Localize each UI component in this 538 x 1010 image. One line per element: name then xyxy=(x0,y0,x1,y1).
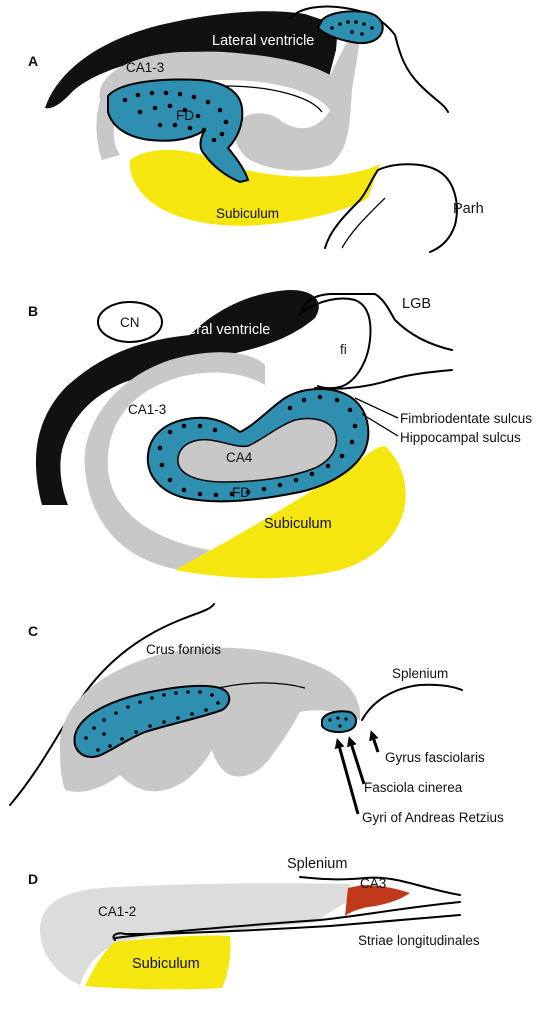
d-top-outline xyxy=(299,876,461,896)
b-label-fi: fi xyxy=(340,342,347,357)
b-label-fd: FD xyxy=(232,485,250,500)
c-blue-fasciola-dots xyxy=(328,716,348,728)
c-label-gyrus-fasciolaris: Gyrus fasciolaris xyxy=(385,750,485,765)
a-label-subiculum: Subiculum xyxy=(216,206,279,221)
b-ca4-hilus xyxy=(177,417,338,483)
d-label-splenium: Splenium xyxy=(287,856,347,872)
a-lateral-ventricle-shape xyxy=(45,11,338,109)
d-ca3-shape xyxy=(345,885,410,916)
d-label-striae-longitudinales: Striae longitudinales xyxy=(358,933,480,948)
b-ca-band xyxy=(84,352,265,570)
b-lateral-ventricle-shape xyxy=(35,290,319,505)
panel-b-letter: B xyxy=(28,303,38,319)
b-label-ca4: CA4 xyxy=(226,450,253,465)
panel-d: D Splenium CA3 CA1-2 Striae longitudinal… xyxy=(28,856,480,990)
b-lgb-outline xyxy=(299,293,453,351)
c-blue-dentate xyxy=(73,684,231,758)
b-label-cn: CN xyxy=(120,315,140,330)
a-parh-inner xyxy=(341,197,386,249)
panel-d-letter: D xyxy=(28,871,38,887)
b-fd-dots xyxy=(157,394,358,498)
a-blue-cap-dots xyxy=(330,20,374,36)
c-outer-outline xyxy=(9,603,215,806)
panel-a-letter: A xyxy=(28,53,38,69)
panel-a: A xyxy=(28,5,484,253)
d-label-subiculum: Subiculum xyxy=(132,956,200,972)
a-label-ca1-3: CA1-3 xyxy=(126,60,164,75)
b-hippocampal-leader xyxy=(361,413,399,437)
b-cn-oval xyxy=(97,301,163,343)
a-parh-outline xyxy=(324,163,458,253)
d-label-ca3: CA3 xyxy=(360,876,386,891)
a-blue-cap xyxy=(316,10,384,45)
d-subiculum-shape xyxy=(85,935,231,990)
d-label-ca1-2: CA1-2 xyxy=(98,904,136,919)
c-blue-dentate-dots xyxy=(84,690,220,752)
d-lower-line xyxy=(112,914,461,941)
c-label-fasciola-cinerea: Fasciola cinerea xyxy=(364,780,463,795)
c-label-crus-fornicis: Crus fornicis xyxy=(146,642,221,657)
c-splenium-outline xyxy=(361,683,463,721)
b-label-hippocampal-sulcus: Hippocampal sulcus xyxy=(400,430,521,445)
b-fimbriodentate-leader xyxy=(354,397,399,419)
c-arrow-gyrus-fasciolaris xyxy=(369,730,380,753)
d-gray-body xyxy=(40,883,350,985)
a-outer-outline xyxy=(289,5,449,113)
c-blue-fasciola xyxy=(321,710,357,734)
b-subiculum-shape xyxy=(175,446,406,579)
c-arrow-fasciola-cinerea xyxy=(347,736,366,785)
c-label-splenium: Splenium xyxy=(392,666,448,681)
a-label-fd: FD xyxy=(176,108,194,123)
a-fd-dots xyxy=(122,90,229,143)
panel-c-letter: C xyxy=(28,623,38,639)
a-dentate-gyrus xyxy=(107,78,250,184)
a-ca-band xyxy=(96,40,361,171)
panel-c: C xyxy=(9,603,504,825)
a-label-parh: Parh xyxy=(453,201,484,217)
panel-b: B xyxy=(28,290,532,579)
a-label-lateral-ventricle: Lateral ventricle xyxy=(212,33,314,49)
b-label-lgb: LGB xyxy=(402,296,431,312)
b-label-ca1-3: CA1-3 xyxy=(128,402,166,417)
b-label-lateral-ventricle: Lateral ventricle xyxy=(168,322,270,338)
c-label-gyri-retzius: Gyri of Andreas Retzius xyxy=(362,810,504,825)
b-label-subiculum: Subiculum xyxy=(264,516,332,532)
b-label-fimbriodentate-sulcus: Fimbriodentate sulcus xyxy=(400,411,532,426)
b-sulcus-line xyxy=(314,369,453,390)
a-subiculum-shape xyxy=(129,149,380,226)
c-arrow-gyri-retzius xyxy=(334,738,360,815)
